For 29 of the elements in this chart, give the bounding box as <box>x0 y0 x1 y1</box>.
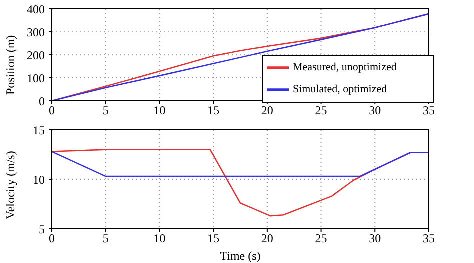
y-tick-label: 300 <box>27 25 45 40</box>
y-tick-label: 10 <box>33 172 45 187</box>
x-tick-label: 30 <box>369 104 382 118</box>
x-tick-label: 30 <box>369 232 382 246</box>
x-tick-label: 5 <box>102 232 109 246</box>
legend-label: Simulated, optimized <box>293 84 388 96</box>
y-tick-label: 15 <box>33 123 45 138</box>
x-axis-title: Time (s) <box>220 249 261 263</box>
x-tick-label: 10 <box>154 232 166 246</box>
x-tick-label: 25 <box>315 104 328 118</box>
x-tick-label: 20 <box>261 104 274 118</box>
x-tick-label: 0 <box>49 104 55 118</box>
legend-label: Measured, unoptimized <box>293 62 397 74</box>
y-tick-label: 0 <box>39 94 45 108</box>
x-tick-label: 10 <box>154 104 166 118</box>
x-tick-label: 15 <box>208 104 220 118</box>
y-axis-title: Position (m) <box>3 35 18 95</box>
x-tick-label: 25 <box>315 232 328 246</box>
x-tick-label: 35 <box>423 104 435 118</box>
x-tick-label: 35 <box>423 232 435 246</box>
y-tick-label: 100 <box>27 71 45 86</box>
x-tick-label: 0 <box>49 232 55 246</box>
x-tick-label: 20 <box>261 232 274 246</box>
y-tick-label: 5 <box>39 222 45 236</box>
y-axis-title: Velocity (m/s) <box>3 151 18 220</box>
x-tick-label: 5 <box>102 104 109 118</box>
y-tick-label: 200 <box>27 48 45 62</box>
x-tick-label: 15 <box>208 232 220 246</box>
y-tick-label: 400 <box>27 2 45 16</box>
